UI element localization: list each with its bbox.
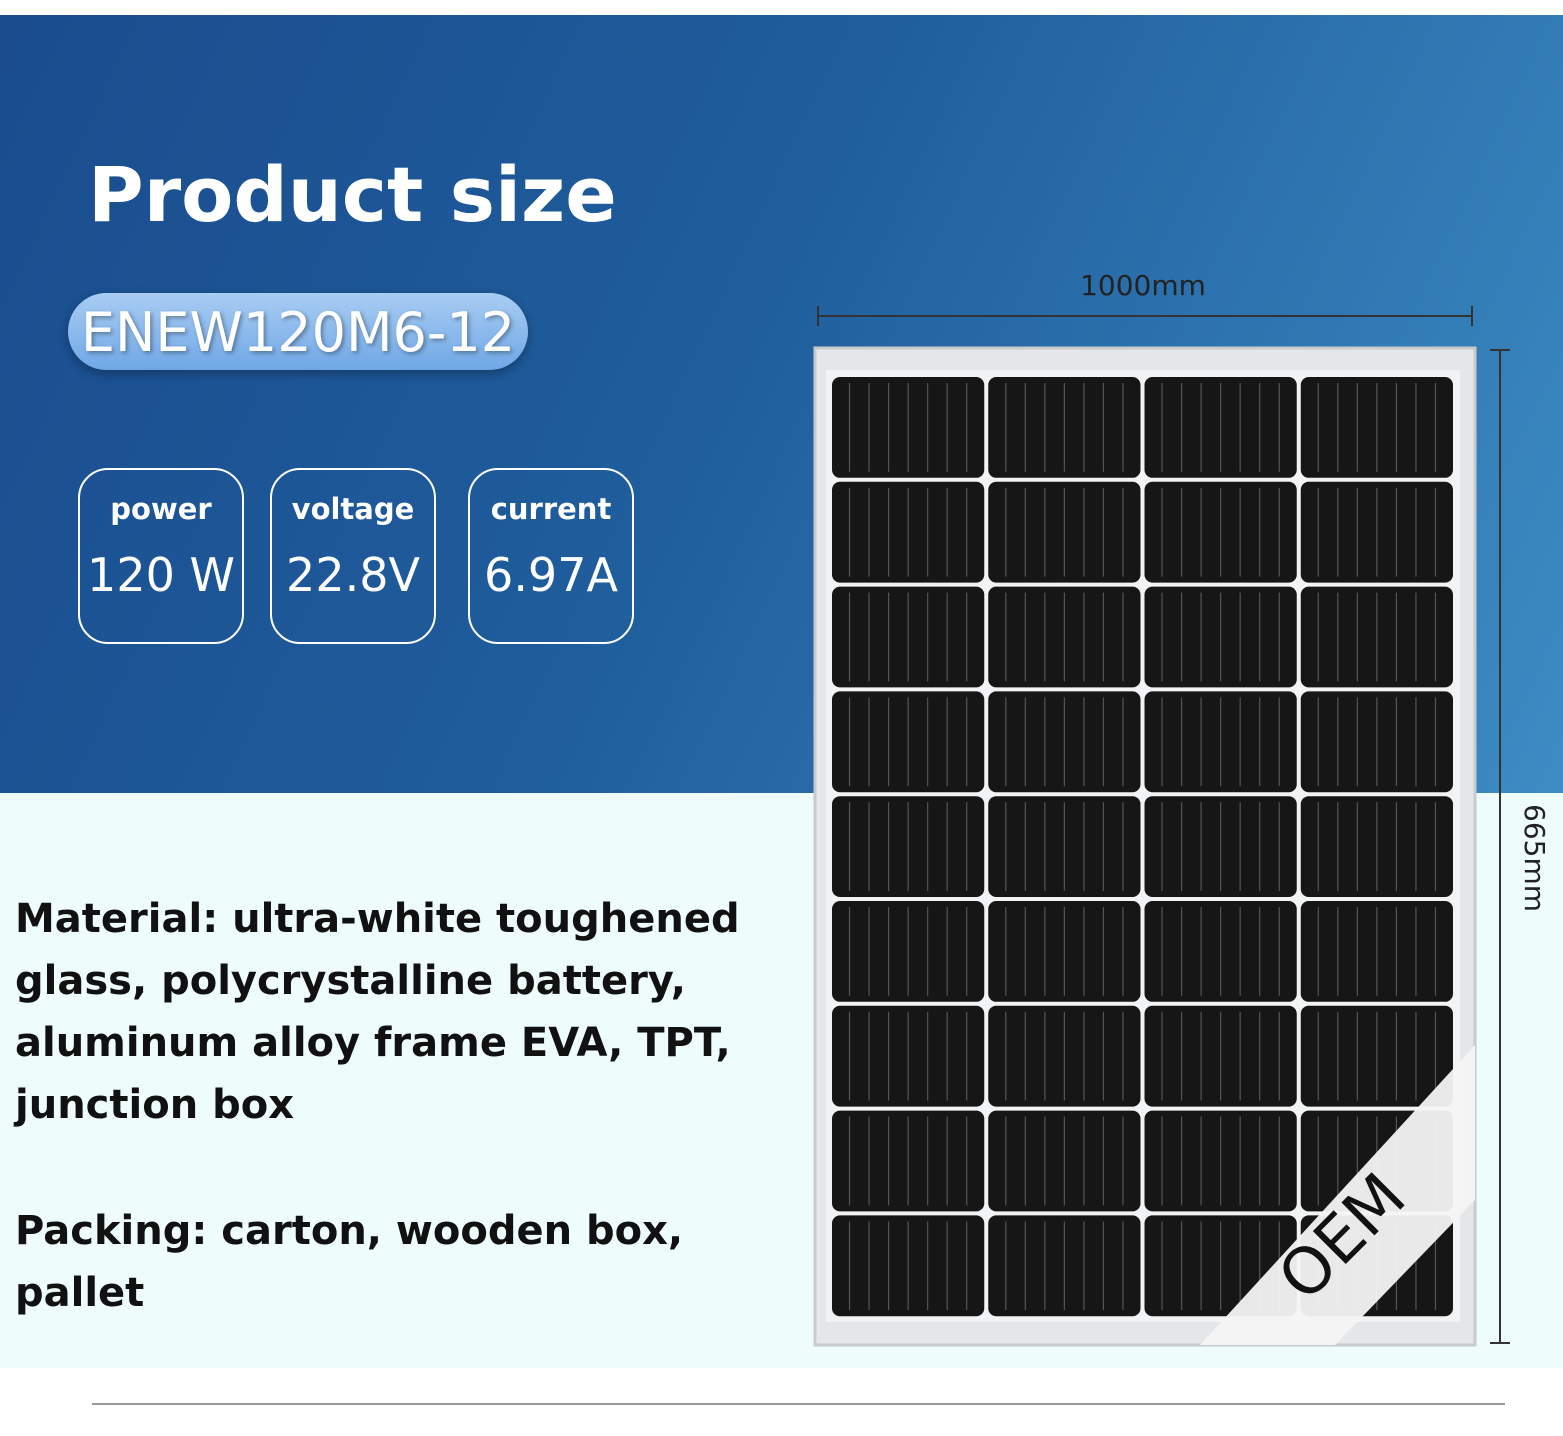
spec-label: voltage [291, 492, 415, 526]
spec-box: voltage 22.8V [270, 468, 436, 644]
divider [92, 1403, 1505, 1405]
spec-value: 6.97A [484, 548, 618, 602]
height-label: 665mm [1518, 804, 1551, 912]
width-label: 1000mm [1080, 269, 1206, 302]
title: Product size [88, 150, 617, 239]
model-pill: ENEW120M6-12 [68, 293, 528, 370]
spec-box: current 6.97A [468, 468, 634, 644]
spec-value: 22.8V [286, 548, 420, 602]
packing-text: Packing: carton, wooden box, pallet [15, 1208, 684, 1316]
spec-label: current [490, 492, 612, 526]
spec-value: 120 W [87, 548, 235, 602]
material-text: Material: ultra-white toughened glass, p… [15, 896, 740, 1128]
spec-box: power 120 W [78, 468, 244, 644]
oem-ribbon [1200, 1045, 1475, 1345]
spec-label: power [110, 492, 212, 526]
